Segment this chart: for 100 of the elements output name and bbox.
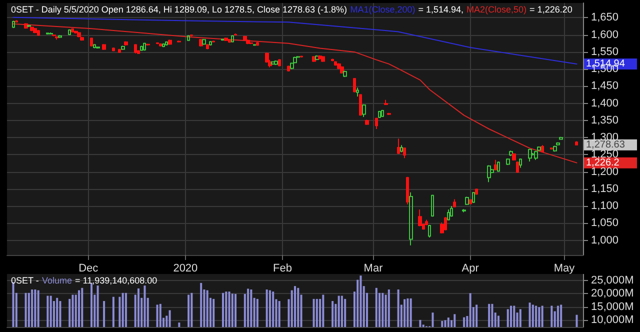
candlestick — [246, 39, 250, 45]
annotation: 1,278.63 — [586, 139, 626, 150]
y-tick-label: 1,350 — [591, 114, 619, 126]
candlestick — [425, 219, 428, 226]
y-tick-label: 1,000 — [591, 234, 619, 246]
candlestick — [162, 42, 165, 48]
candlestick — [168, 39, 172, 46]
candlestick — [212, 40, 215, 43]
candlestick — [287, 65, 290, 72]
candlestick — [46, 32, 49, 35]
candlestick — [300, 55, 303, 58]
candlestick — [321, 56, 325, 62]
y-tick-label: 1,400 — [591, 97, 619, 110]
candlestick — [356, 87, 359, 97]
candlestick — [24, 22, 28, 30]
candlestick — [403, 146, 406, 159]
candlestick — [447, 208, 450, 221]
candlestick — [177, 40, 181, 43]
candlestick — [343, 70, 347, 78]
candlestick — [528, 148, 532, 162]
candlestick — [243, 35, 247, 41]
candlestick — [231, 34, 234, 43]
candlestick — [444, 216, 447, 231]
candlestick — [519, 158, 522, 168]
candlestick — [209, 40, 212, 46]
candlestick — [15, 20, 18, 24]
x-tick-label: Mar — [364, 262, 384, 274]
candlestick — [497, 161, 500, 172]
candlestick — [534, 150, 538, 160]
line-series — [12, 16, 578, 64]
candlestick — [400, 144, 403, 153]
candlestick — [68, 28, 71, 36]
candlestick — [359, 94, 362, 116]
candlestick — [93, 44, 96, 49]
candlestick — [340, 66, 344, 74]
candlestick — [494, 159, 497, 171]
x-tick-label: 2020 — [173, 262, 198, 274]
candlestick — [121, 45, 125, 50]
candlestick — [58, 34, 62, 38]
candlestick — [541, 144, 544, 153]
candlestick — [159, 42, 162, 47]
y-tick-label: 15,000M — [591, 300, 634, 313]
candlestick — [77, 32, 81, 38]
x-tick-label: Dec — [78, 262, 99, 274]
candlestick — [234, 32, 237, 36]
annotation: = 1,514.94, — [418, 4, 464, 14]
candlestick — [140, 45, 143, 52]
candlestick — [337, 62, 341, 70]
candlestick — [365, 119, 369, 126]
candlestick — [512, 152, 516, 161]
candlestick — [249, 42, 253, 45]
candlestick — [331, 58, 334, 62]
candlestick — [409, 192, 413, 246]
candlestick — [487, 164, 491, 183]
candlestick — [271, 61, 275, 66]
candlestick — [375, 117, 378, 130]
candlestick — [418, 208, 422, 227]
candlestick — [33, 27, 37, 34]
y-tick-label: 1,150 — [591, 182, 619, 195]
candlestick — [37, 30, 40, 36]
candlestick — [475, 188, 478, 196]
candlestick — [559, 136, 563, 140]
candlestick — [465, 196, 469, 206]
candlestick — [165, 40, 168, 46]
y-tick-label: 1,650 — [591, 12, 619, 24]
y-tick-label: 1,100 — [591, 200, 619, 212]
candlestick — [256, 42, 259, 46]
candlestick — [353, 77, 356, 93]
candlestick — [509, 150, 513, 157]
candlestick — [334, 60, 337, 66]
candlestick — [506, 158, 510, 166]
candlestick — [112, 47, 115, 52]
candlestick — [202, 38, 206, 46]
candlestick — [102, 44, 106, 50]
candlestick — [315, 54, 319, 61]
x-tick-label: Apr — [462, 262, 480, 274]
candlestick — [387, 112, 391, 116]
candlestick — [12, 20, 15, 28]
candlestick — [90, 37, 93, 47]
candlestick — [362, 104, 366, 118]
y-tick-label: 1,050 — [591, 217, 619, 230]
chart-title: 0SET - — [11, 276, 39, 286]
candlestick — [378, 110, 381, 119]
candlestick — [462, 208, 466, 213]
candlestick — [190, 34, 193, 37]
candlestick — [278, 58, 281, 67]
candlestick — [187, 34, 190, 42]
candlestick — [27, 24, 31, 28]
candlestick — [74, 30, 78, 34]
candlestick — [274, 60, 278, 66]
candlestick — [228, 38, 231, 44]
candlestick — [96, 46, 100, 50]
candlestick — [428, 224, 431, 238]
x-tick-label: Feb — [272, 262, 292, 274]
candlestick — [397, 138, 400, 154]
y-tick-label: 25,000M — [591, 274, 634, 287]
candlestick — [406, 176, 409, 205]
y-tick-label: 1,200 — [591, 166, 619, 178]
candlestick — [224, 37, 228, 42]
candlestick — [71, 28, 74, 33]
